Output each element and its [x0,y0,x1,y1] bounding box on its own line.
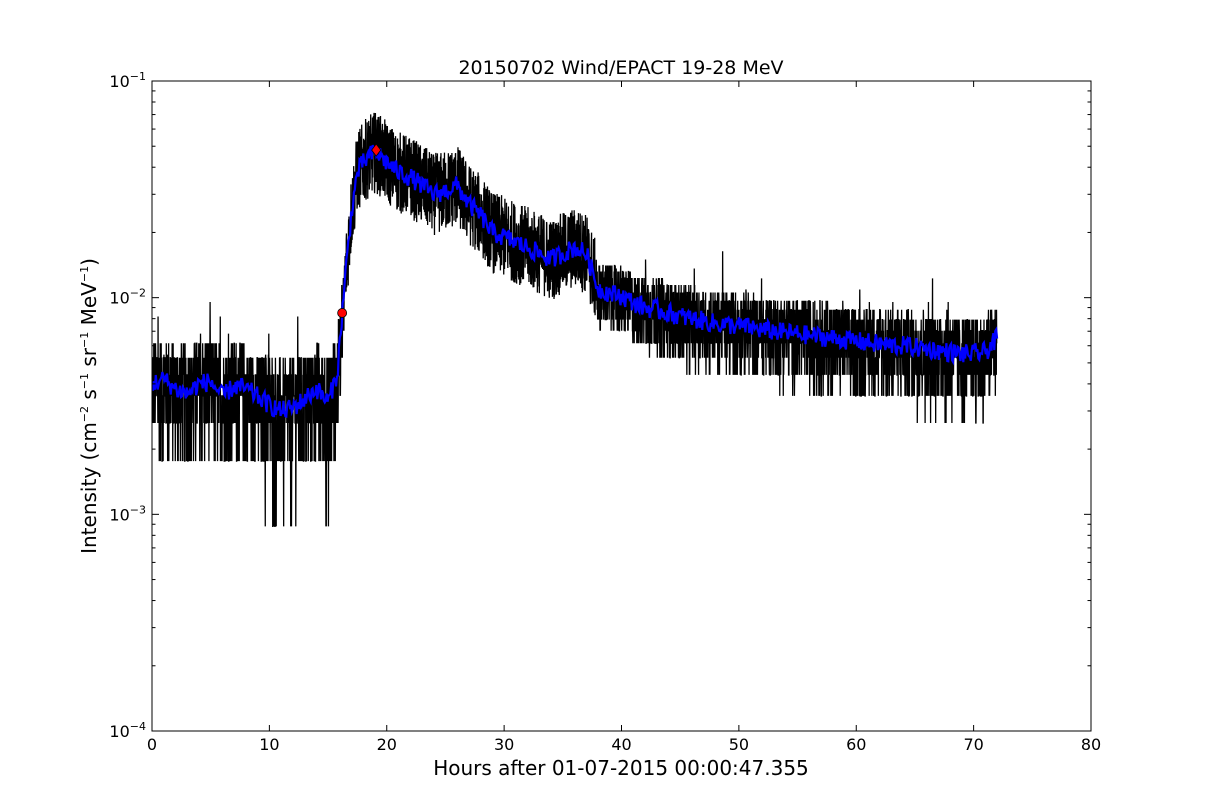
x-tick-label: 70 [963,735,983,754]
y-tick-label: 10−1 [109,70,146,91]
series-raw-line [152,112,998,528]
axes-frame [151,80,1092,732]
plot-series-group [152,112,999,528]
x-tick-label: 50 [729,735,749,754]
peak-marker [371,143,382,157]
y-tick-label: 10−2 [109,287,146,308]
x-tick-label: 30 [494,735,514,754]
y-tick-label: 10−4 [109,720,146,741]
chart-title: 20150702 Wind/EPACT 19-28 MeV [458,57,783,79]
x-axis-label: Hours after 01-07-2015 00:00:47.355 [433,756,809,780]
x-tick-label: 60 [846,735,866,754]
y-tick-labels: 10−4 10−3 10−2 10−1 [109,70,146,741]
y-axis-label: Intensity (cm−2 s−1 sr−1 MeV−1) [77,258,101,554]
x-tick-label: 80 [1081,735,1101,754]
x-tick-label: 40 [611,735,631,754]
onset-marker [337,308,348,318]
x-tick-label: 10 [259,735,279,754]
x-tick-label: 20 [377,735,397,754]
y-tick-label: 10−3 [109,503,146,524]
x-tick-label: 0 [147,735,157,754]
series-smoothed-line [152,144,999,418]
x-tick-labels: 0 10 20 30 40 50 60 70 80 [147,735,1101,754]
